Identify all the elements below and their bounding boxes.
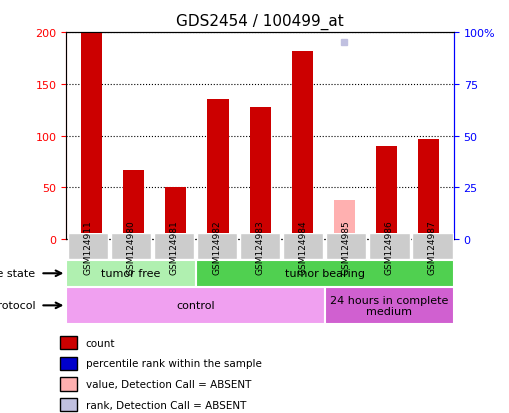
Bar	[375, 147, 396, 240]
Text: GSM124987: GSM124987	[427, 219, 436, 274]
Text: GSM124981: GSM124981	[169, 219, 178, 274]
Text: GSM124985: GSM124985	[341, 219, 350, 274]
Text: 24 hours in complete
medium: 24 hours in complete medium	[329, 295, 447, 316]
Text: growth protocol: growth protocol	[0, 301, 35, 311]
Text: rank, Detection Call = ABSENT: rank, Detection Call = ABSENT	[86, 400, 245, 410]
Text: GSM124911: GSM124911	[83, 219, 92, 274]
Title: GDS2454 / 100499_at: GDS2454 / 100499_at	[176, 14, 343, 30]
Bar	[417, 140, 438, 240]
FancyBboxPatch shape	[60, 377, 77, 391]
Text: GSM124986: GSM124986	[384, 219, 393, 274]
FancyBboxPatch shape	[239, 234, 280, 260]
FancyBboxPatch shape	[324, 287, 453, 324]
Text: GSM124982: GSM124982	[212, 220, 221, 274]
Text: percentile rank within the sample: percentile rank within the sample	[86, 358, 261, 368]
FancyBboxPatch shape	[369, 234, 409, 260]
Text: GSM124983: GSM124983	[255, 219, 264, 274]
FancyBboxPatch shape	[60, 398, 77, 411]
Text: GSM124980: GSM124980	[126, 219, 135, 274]
Bar	[81, 33, 102, 240]
FancyBboxPatch shape	[411, 234, 451, 260]
FancyBboxPatch shape	[60, 357, 77, 370]
Text: control: control	[176, 301, 214, 311]
Text: tumor free: tumor free	[101, 268, 160, 279]
FancyBboxPatch shape	[60, 336, 77, 349]
Text: disease state: disease state	[0, 268, 35, 279]
Bar	[123, 170, 144, 240]
Bar	[333, 200, 354, 240]
Text: count: count	[86, 338, 115, 348]
FancyBboxPatch shape	[195, 260, 453, 287]
Text: tumor bearing: tumor bearing	[284, 268, 364, 279]
FancyBboxPatch shape	[66, 260, 195, 287]
FancyBboxPatch shape	[66, 287, 324, 324]
Text: value, Detection Call = ABSENT: value, Detection Call = ABSENT	[86, 379, 250, 389]
FancyBboxPatch shape	[282, 234, 323, 260]
FancyBboxPatch shape	[153, 234, 194, 260]
Bar	[249, 107, 270, 240]
Text: GSM124984: GSM124984	[298, 220, 307, 274]
Bar	[291, 52, 312, 240]
FancyBboxPatch shape	[110, 234, 151, 260]
FancyBboxPatch shape	[68, 234, 108, 260]
FancyBboxPatch shape	[196, 234, 237, 260]
Bar	[165, 188, 186, 240]
FancyBboxPatch shape	[325, 234, 366, 260]
Bar	[207, 100, 228, 240]
